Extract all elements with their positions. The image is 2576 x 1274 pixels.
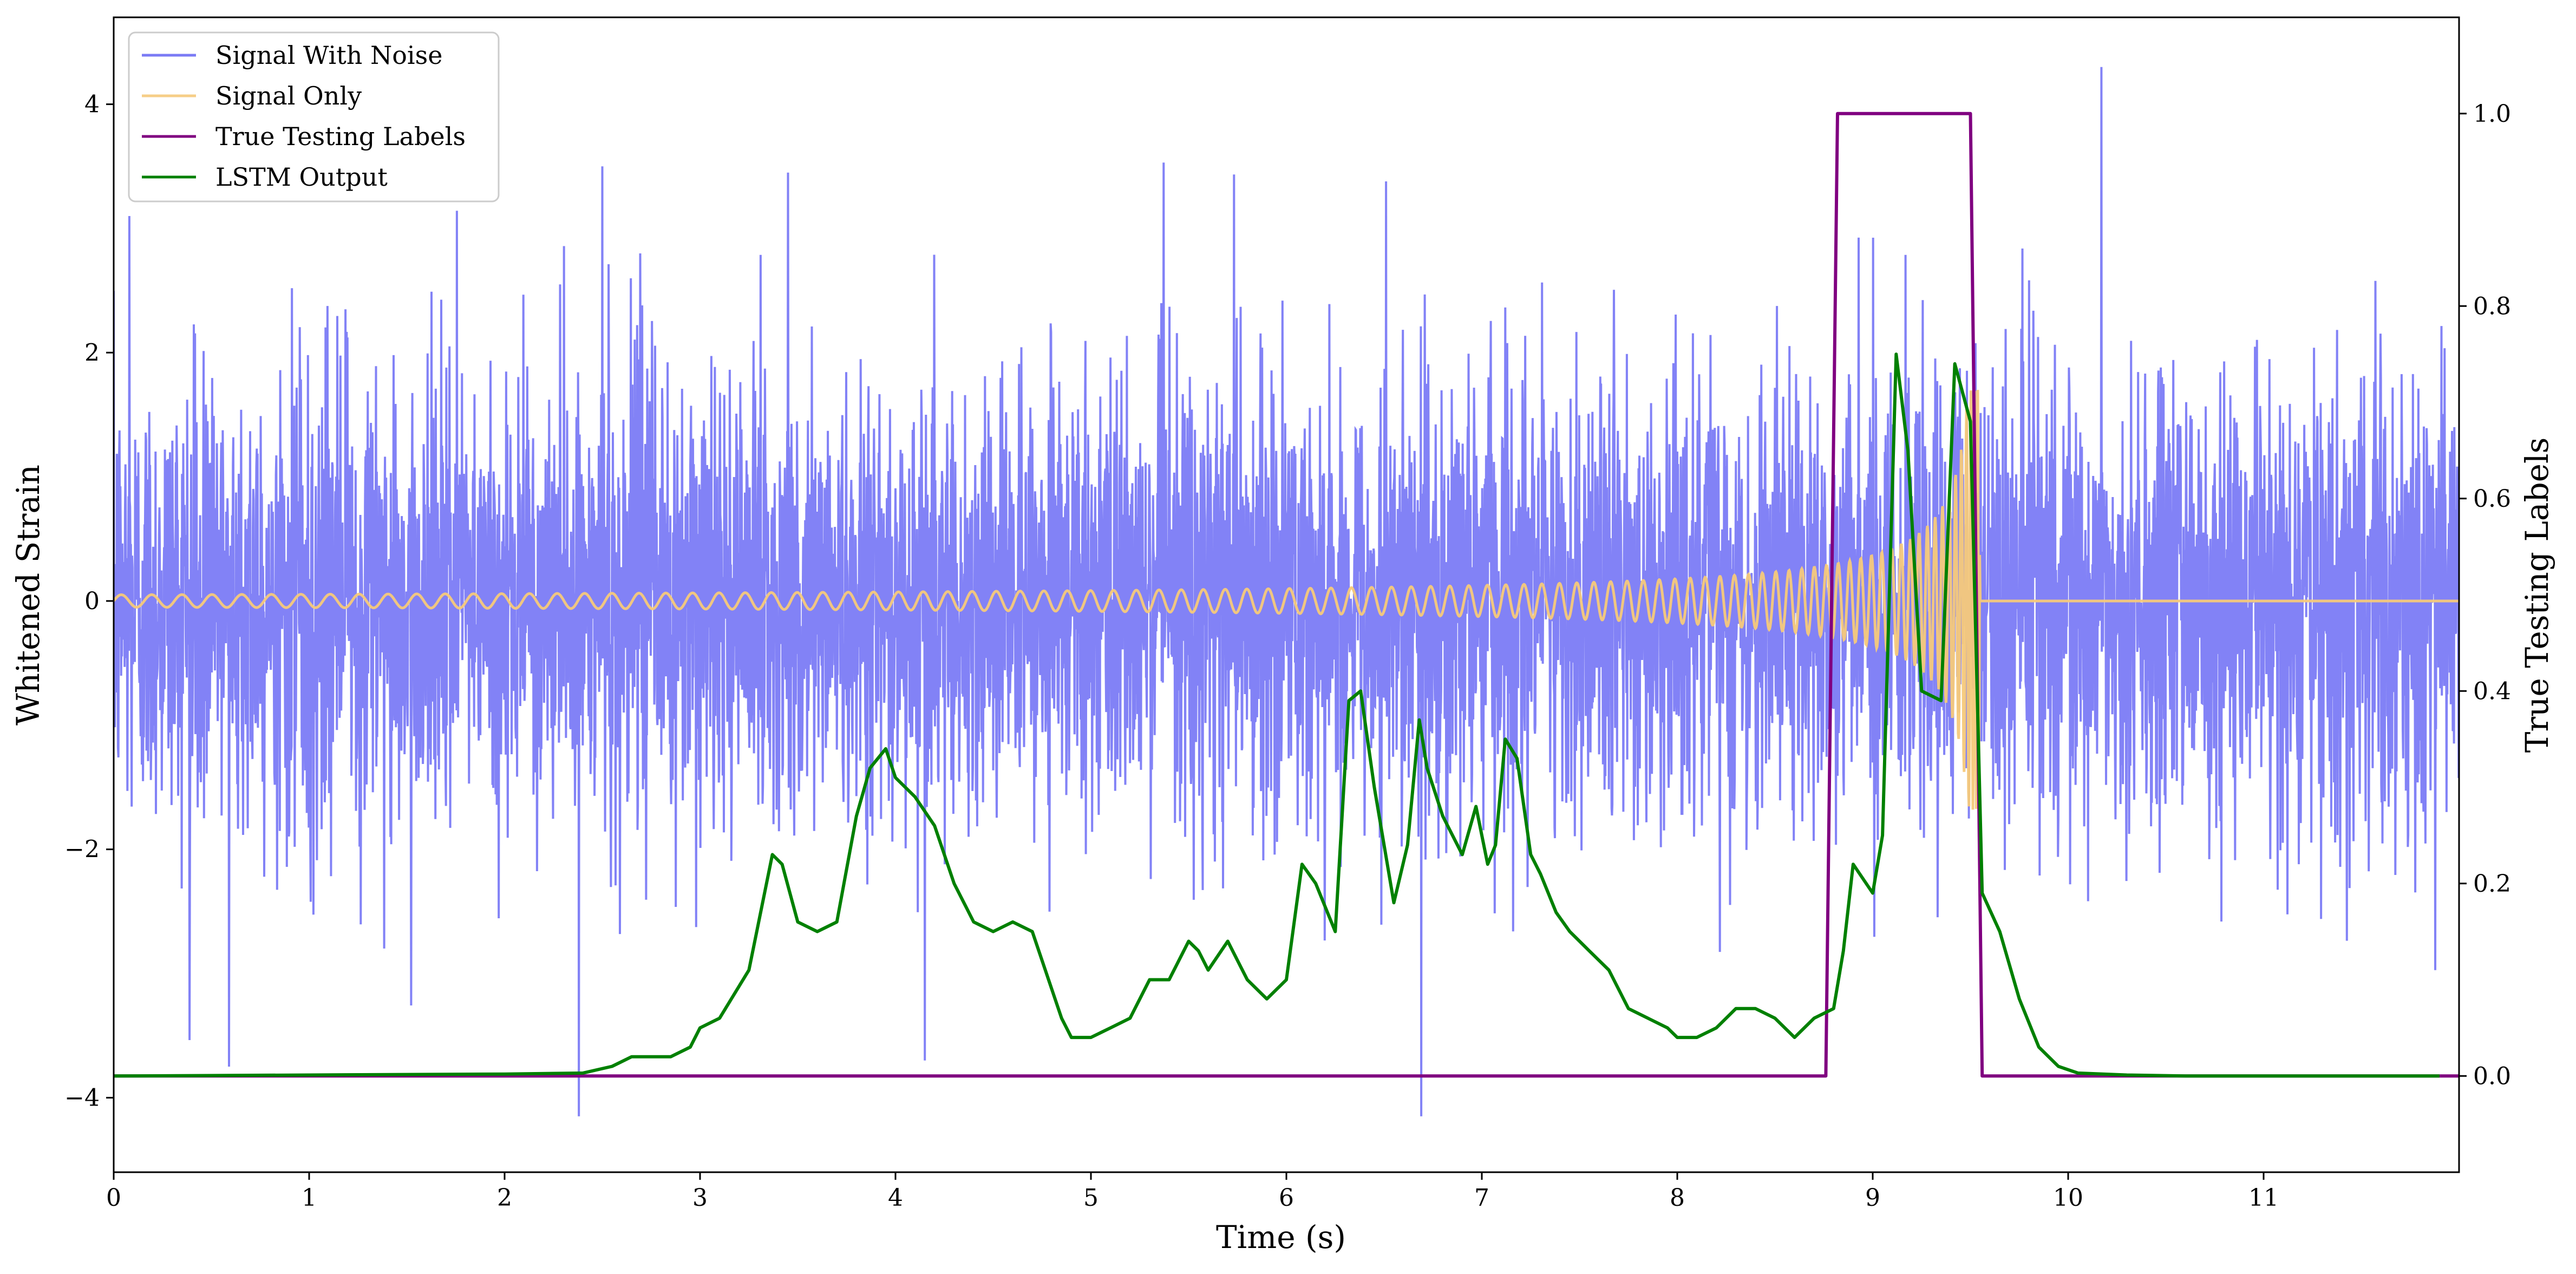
x-tick-label: 8 bbox=[1670, 1184, 1685, 1212]
x-tick-label: 9 bbox=[1865, 1184, 1880, 1212]
legend-label-true-testing-labels: True Testing Labels bbox=[215, 122, 466, 151]
y-right-tick-label: 0.0 bbox=[2473, 1062, 2511, 1090]
y-right-tick-label: 0.4 bbox=[2473, 677, 2511, 705]
x-tick-label: 4 bbox=[888, 1184, 903, 1212]
x-tick-label: 3 bbox=[692, 1184, 708, 1212]
legend-label-signal-with-noise: Signal With Noise bbox=[215, 41, 442, 70]
y-left-tick-label: 4 bbox=[84, 91, 100, 119]
x-tick-label: 6 bbox=[1279, 1184, 1294, 1212]
x-tick-label: 7 bbox=[1474, 1184, 1489, 1212]
y-right-tick-label: 0.2 bbox=[2473, 870, 2511, 898]
y-left-tick-label: 2 bbox=[84, 339, 100, 367]
legend-label-signal-only: Signal Only bbox=[215, 81, 362, 110]
x-tick-label: 0 bbox=[106, 1184, 121, 1212]
x-axis-label: Time (s) bbox=[1216, 1219, 1346, 1256]
legend-item-true-testing-labels: True Testing Labels bbox=[142, 122, 466, 151]
y-right-tick-label: 0.6 bbox=[2473, 485, 2511, 513]
y-axis-left-label: Whitened Strain bbox=[10, 465, 47, 726]
legend-box bbox=[128, 31, 500, 202]
legend-item-signal-with-noise: Signal With Noise bbox=[142, 41, 442, 70]
plot-area bbox=[114, 67, 2459, 1116]
legend-item-lstm-output: LSTM Output bbox=[142, 162, 388, 192]
x-tick-label: 1 bbox=[302, 1184, 317, 1212]
y-axis-right-label: True Testing Labels bbox=[2519, 437, 2555, 753]
x-tick-label: 11 bbox=[2248, 1184, 2279, 1212]
y-right-tick-label: 1.0 bbox=[2473, 100, 2511, 128]
y-right-tick-label: 0.8 bbox=[2473, 292, 2511, 320]
legend-label-lstm-output: LSTM Output bbox=[215, 162, 388, 192]
x-tick-label: 5 bbox=[1083, 1184, 1099, 1212]
y-left-tick-label: −2 bbox=[64, 836, 100, 864]
x-tick-label: 2 bbox=[497, 1184, 512, 1212]
x-tick-label: 10 bbox=[2053, 1184, 2083, 1212]
series-signal-with-noise bbox=[114, 67, 2459, 1116]
y-left-tick-label: −4 bbox=[64, 1084, 100, 1112]
axes: 0 1 2 3 4 5 6 7 8 9 10 11 −4 −2 0 2 4 0.0 0.2 0.4 0.6 0.8 1.0 bbox=[64, 91, 2511, 1212]
legend: Signal With Noise Signal Only True Testi… bbox=[128, 31, 500, 202]
y-left-tick-label: 0 bbox=[84, 587, 100, 615]
series-signal-only bbox=[114, 390, 2459, 810]
legend-item-signal-only: Signal Only bbox=[142, 81, 362, 110]
series-true-testing-labels bbox=[114, 112, 2459, 1078]
series-lstm-output bbox=[114, 352, 2440, 1078]
